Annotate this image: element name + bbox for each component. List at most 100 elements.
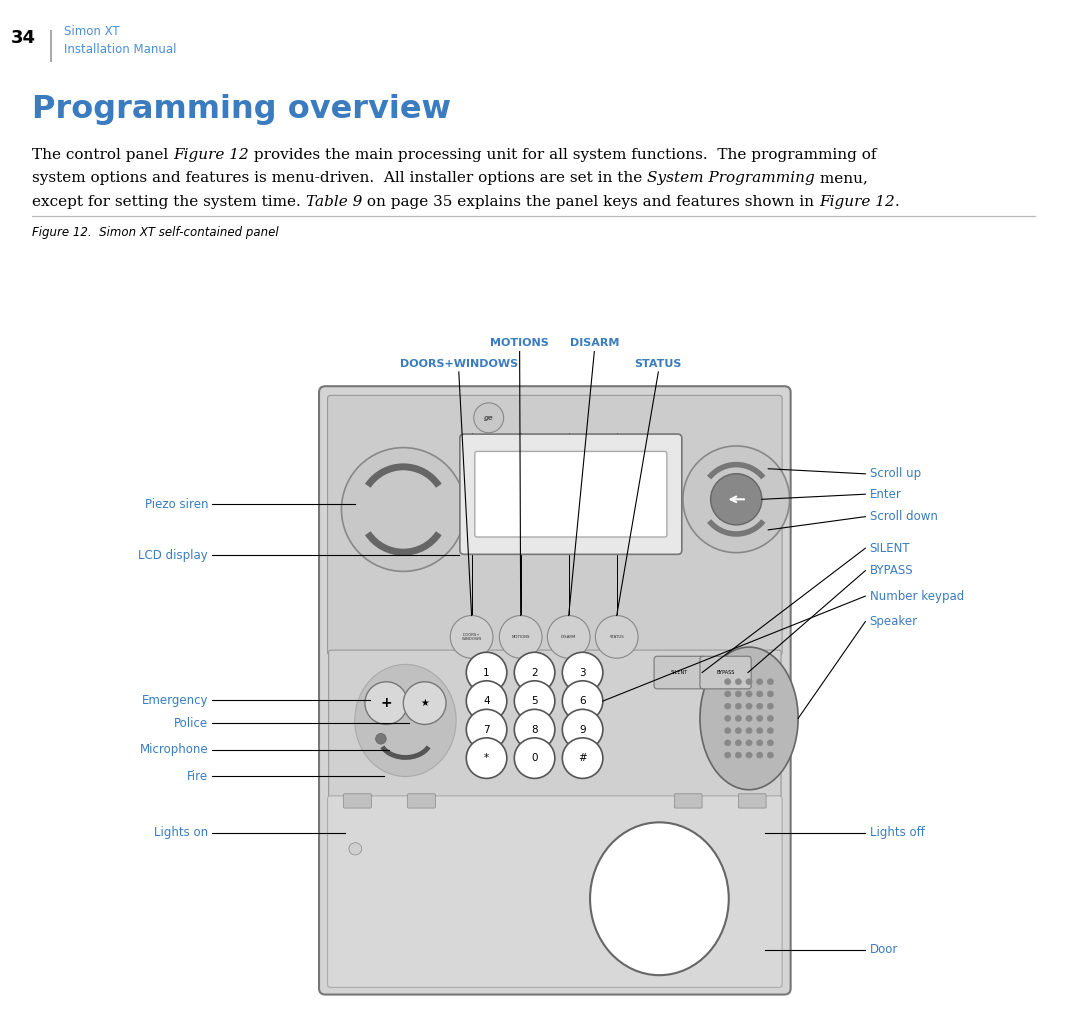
Text: Emergency: Emergency: [142, 694, 208, 706]
Ellipse shape: [341, 447, 465, 572]
Text: BYPASS: BYPASS: [870, 565, 913, 577]
Circle shape: [735, 679, 742, 685]
Circle shape: [746, 691, 752, 697]
Text: +: +: [381, 696, 392, 710]
Circle shape: [746, 679, 752, 685]
Ellipse shape: [466, 681, 507, 721]
Ellipse shape: [466, 652, 507, 693]
Text: BYPASS: BYPASS: [716, 671, 735, 675]
Circle shape: [757, 728, 763, 734]
FancyBboxPatch shape: [475, 451, 667, 537]
Circle shape: [746, 728, 752, 734]
Text: Programming overview: Programming overview: [32, 94, 451, 124]
FancyBboxPatch shape: [328, 796, 782, 987]
Circle shape: [767, 728, 774, 734]
Text: Figure 12: Figure 12: [818, 195, 894, 209]
Text: menu,: menu,: [815, 171, 867, 185]
Circle shape: [746, 703, 752, 709]
Circle shape: [735, 691, 742, 697]
Text: Lights off: Lights off: [870, 826, 924, 839]
Circle shape: [746, 752, 752, 758]
Text: 6: 6: [579, 696, 586, 706]
Text: on page 35 explains the panel keys and features shown in: on page 35 explains the panel keys and f…: [362, 195, 818, 209]
Ellipse shape: [590, 822, 729, 975]
Text: The control panel: The control panel: [32, 148, 173, 162]
Text: except for setting the system time.: except for setting the system time.: [32, 195, 305, 209]
Text: provides the main processing unit for all system functions.  The programming of: provides the main processing unit for al…: [249, 148, 876, 162]
Circle shape: [767, 691, 774, 697]
Circle shape: [349, 843, 362, 855]
Text: MOTIONS: MOTIONS: [511, 635, 530, 639]
Text: 3: 3: [579, 667, 586, 678]
Text: 0: 0: [531, 753, 538, 763]
Ellipse shape: [514, 652, 555, 693]
Text: Installation Manual: Installation Manual: [64, 43, 176, 56]
Circle shape: [757, 679, 763, 685]
Circle shape: [767, 740, 774, 746]
Ellipse shape: [547, 615, 590, 658]
Circle shape: [735, 728, 742, 734]
Ellipse shape: [595, 615, 638, 658]
Text: 9: 9: [579, 725, 586, 735]
Text: Fire: Fire: [187, 770, 208, 783]
Text: DISARM: DISARM: [561, 635, 576, 639]
Circle shape: [757, 740, 763, 746]
FancyBboxPatch shape: [738, 794, 766, 808]
Circle shape: [757, 703, 763, 709]
Text: Number keypad: Number keypad: [870, 590, 964, 602]
Circle shape: [724, 740, 731, 746]
Text: STATUS: STATUS: [635, 359, 682, 369]
Text: Speaker: Speaker: [870, 615, 918, 628]
Text: STATUS: STATUS: [609, 635, 624, 639]
Ellipse shape: [365, 682, 408, 725]
Text: .: .: [894, 195, 899, 209]
Ellipse shape: [562, 681, 603, 721]
Circle shape: [767, 679, 774, 685]
FancyBboxPatch shape: [674, 794, 702, 808]
Text: 7: 7: [483, 725, 490, 735]
FancyBboxPatch shape: [700, 656, 751, 689]
Circle shape: [735, 703, 742, 709]
Circle shape: [724, 703, 731, 709]
Ellipse shape: [711, 474, 762, 525]
Circle shape: [757, 752, 763, 758]
Text: System Programming: System Programming: [647, 171, 815, 185]
Text: 1: 1: [483, 667, 490, 678]
Circle shape: [724, 715, 731, 721]
Circle shape: [735, 715, 742, 721]
Text: LCD display: LCD display: [139, 549, 208, 561]
Text: ★: ★: [420, 698, 429, 708]
Ellipse shape: [450, 615, 493, 658]
FancyBboxPatch shape: [460, 434, 682, 554]
Text: system options and features is menu-driven.  All installer options are set in th: system options and features is menu-driv…: [32, 171, 647, 185]
Circle shape: [767, 703, 774, 709]
Text: SILENT: SILENT: [671, 671, 688, 675]
Ellipse shape: [562, 709, 603, 750]
Ellipse shape: [562, 652, 603, 693]
Ellipse shape: [514, 681, 555, 721]
Circle shape: [735, 752, 742, 758]
Text: Piezo siren: Piezo siren: [144, 498, 208, 511]
FancyBboxPatch shape: [329, 650, 781, 797]
Text: 8: 8: [531, 725, 538, 735]
FancyBboxPatch shape: [654, 656, 705, 689]
Text: 4: 4: [483, 696, 490, 706]
Text: MOTIONS: MOTIONS: [490, 338, 550, 348]
FancyBboxPatch shape: [344, 794, 371, 808]
FancyBboxPatch shape: [408, 794, 435, 808]
Text: DOORS+
WINDOWS: DOORS+ WINDOWS: [461, 633, 482, 641]
Text: Door: Door: [870, 944, 898, 956]
FancyBboxPatch shape: [328, 395, 782, 655]
Text: Scroll up: Scroll up: [870, 468, 921, 480]
Text: 2: 2: [531, 667, 538, 678]
Text: DOORS+WINDOWS: DOORS+WINDOWS: [400, 359, 517, 369]
Text: #: #: [578, 753, 587, 763]
Circle shape: [724, 691, 731, 697]
Circle shape: [746, 715, 752, 721]
Ellipse shape: [403, 682, 446, 725]
Text: Microphone: Microphone: [140, 744, 208, 756]
Ellipse shape: [562, 738, 603, 779]
Ellipse shape: [466, 709, 507, 750]
Text: Scroll down: Scroll down: [870, 511, 938, 523]
Text: Simon XT: Simon XT: [64, 25, 120, 39]
